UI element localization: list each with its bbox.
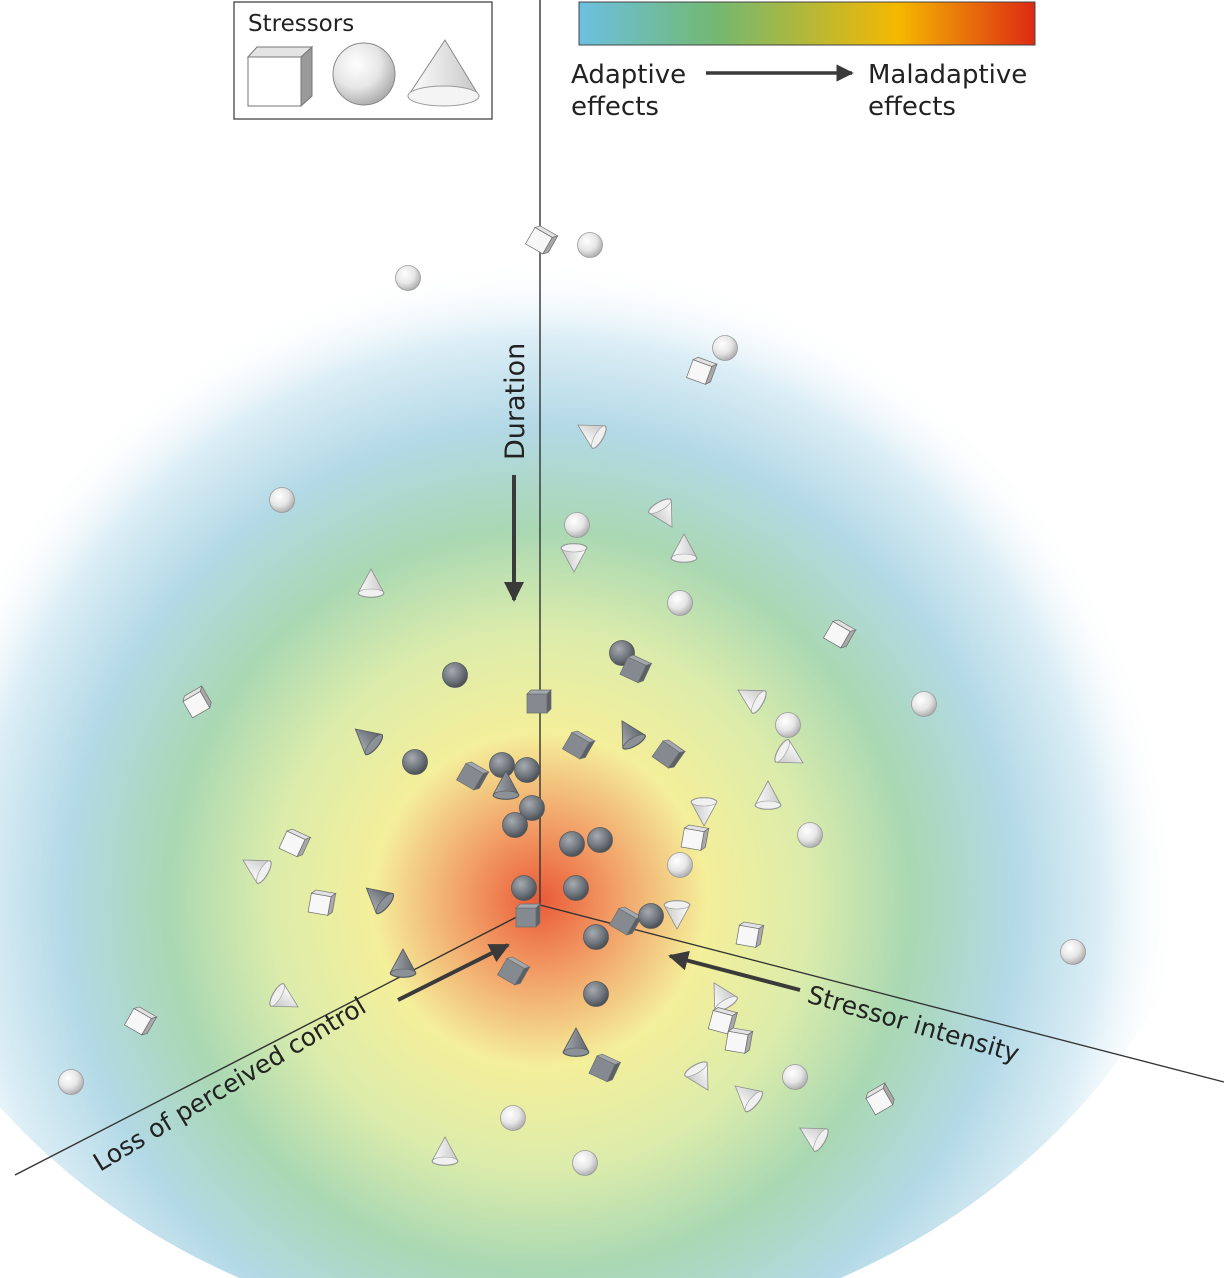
cube-stressor xyxy=(182,685,212,719)
adaptive-label-line1: Adaptive xyxy=(571,60,686,90)
cone-stressor xyxy=(690,797,718,827)
intensity-axis-line xyxy=(539,904,1225,1083)
sphere-stressor xyxy=(583,924,609,950)
cube-stressor xyxy=(526,689,552,714)
cube-icon xyxy=(246,45,314,108)
cube-stressor xyxy=(496,956,531,986)
sphere-stressor xyxy=(269,487,295,513)
cube-stressor xyxy=(651,739,686,769)
cone-stressor xyxy=(354,728,384,756)
cube-stressor xyxy=(822,619,857,649)
sphere-stressor xyxy=(775,712,801,738)
cone-stressor xyxy=(562,1027,590,1057)
sphere-stressor xyxy=(712,335,738,361)
sphere-stressor xyxy=(667,590,693,616)
color-scale-bar xyxy=(578,1,1036,46)
sphere-stressor xyxy=(502,812,528,838)
cube-stressor xyxy=(865,1082,895,1116)
cone-stressor xyxy=(648,498,673,528)
cube-stressor xyxy=(123,1006,158,1036)
cone-stressor xyxy=(560,543,588,573)
cube-stressor xyxy=(608,906,643,936)
cone-stressor xyxy=(799,1127,829,1152)
sphere-stressor xyxy=(563,875,589,901)
cone-stressor xyxy=(269,983,299,1008)
cube-stressor xyxy=(307,889,337,917)
sphere-stressor xyxy=(572,1150,598,1176)
cone-stressor xyxy=(365,887,395,915)
cone-stressor xyxy=(734,1085,764,1113)
sphere-stressor xyxy=(564,512,590,538)
duration-axis-label: Duration xyxy=(500,343,531,460)
cube-stressor xyxy=(455,761,490,791)
intensity-arrow xyxy=(668,950,801,992)
cube-stressor xyxy=(686,356,718,386)
adaptive-label-line2: effects xyxy=(571,92,659,122)
cube-stressor xyxy=(680,824,710,852)
cone-stressor xyxy=(670,533,698,563)
maladaptive-label-line2: effects xyxy=(868,92,956,122)
sphere-stressor xyxy=(782,1064,808,1090)
cone-stressor xyxy=(737,689,767,714)
cube-stressor xyxy=(588,1053,622,1083)
sphere-icon xyxy=(332,42,396,106)
cone-stressor xyxy=(621,720,646,750)
control-axis-line xyxy=(14,904,541,1176)
sphere-stressor xyxy=(1060,939,1086,965)
sphere-stressor xyxy=(583,981,609,1007)
sphere-stressor xyxy=(911,691,937,717)
cube-stressor xyxy=(515,903,541,928)
cube-stressor xyxy=(724,1027,754,1055)
axes xyxy=(14,0,1225,1176)
cube-stressor xyxy=(524,225,559,255)
stressor-shapes xyxy=(58,225,1086,1176)
sphere-stressor xyxy=(667,852,693,878)
sphere-stressor xyxy=(587,827,613,853)
color-scale: Adaptive effects Maladaptive effects xyxy=(571,1,1036,122)
sphere-stressor xyxy=(519,795,545,821)
sphere-stressor xyxy=(514,757,540,783)
sphere-stressor xyxy=(58,1069,84,1095)
cone-stressor xyxy=(357,568,385,598)
cone-stressor xyxy=(242,859,272,884)
stress-gradient-field xyxy=(0,60,1226,1278)
sphere-stressor xyxy=(489,752,515,778)
sphere-stressor xyxy=(797,822,823,848)
maladaptive-label-line1: Maladaptive xyxy=(868,60,1027,90)
cone-stressor xyxy=(431,1136,459,1166)
sphere-stressor xyxy=(442,662,468,688)
cone-stressor xyxy=(492,770,520,800)
sphere-stressor xyxy=(511,875,537,901)
sphere-stressor xyxy=(559,831,585,857)
control-arrow xyxy=(397,943,510,1002)
cone-stressor xyxy=(389,948,417,978)
stressor-legend: Stressors xyxy=(233,1,493,120)
cone-stressor xyxy=(684,1061,709,1091)
sphere-stressor xyxy=(402,749,428,775)
cube-stressor xyxy=(619,654,653,684)
sphere-stressor xyxy=(500,1105,526,1131)
sphere-stressor xyxy=(395,265,421,291)
cone-stressor xyxy=(774,739,804,764)
cube-stressor xyxy=(561,730,596,760)
cone-icon xyxy=(407,39,480,107)
cone-stressor xyxy=(754,780,782,810)
cube-stressor xyxy=(707,1007,739,1035)
sphere-stressor xyxy=(577,232,603,258)
cube-stressor xyxy=(735,921,765,949)
legend-title: Stressors xyxy=(248,11,354,37)
sphere-stressor xyxy=(638,903,664,929)
cone-stressor xyxy=(577,424,607,449)
cube-stressor xyxy=(278,828,312,858)
cone-stressor xyxy=(663,900,691,930)
